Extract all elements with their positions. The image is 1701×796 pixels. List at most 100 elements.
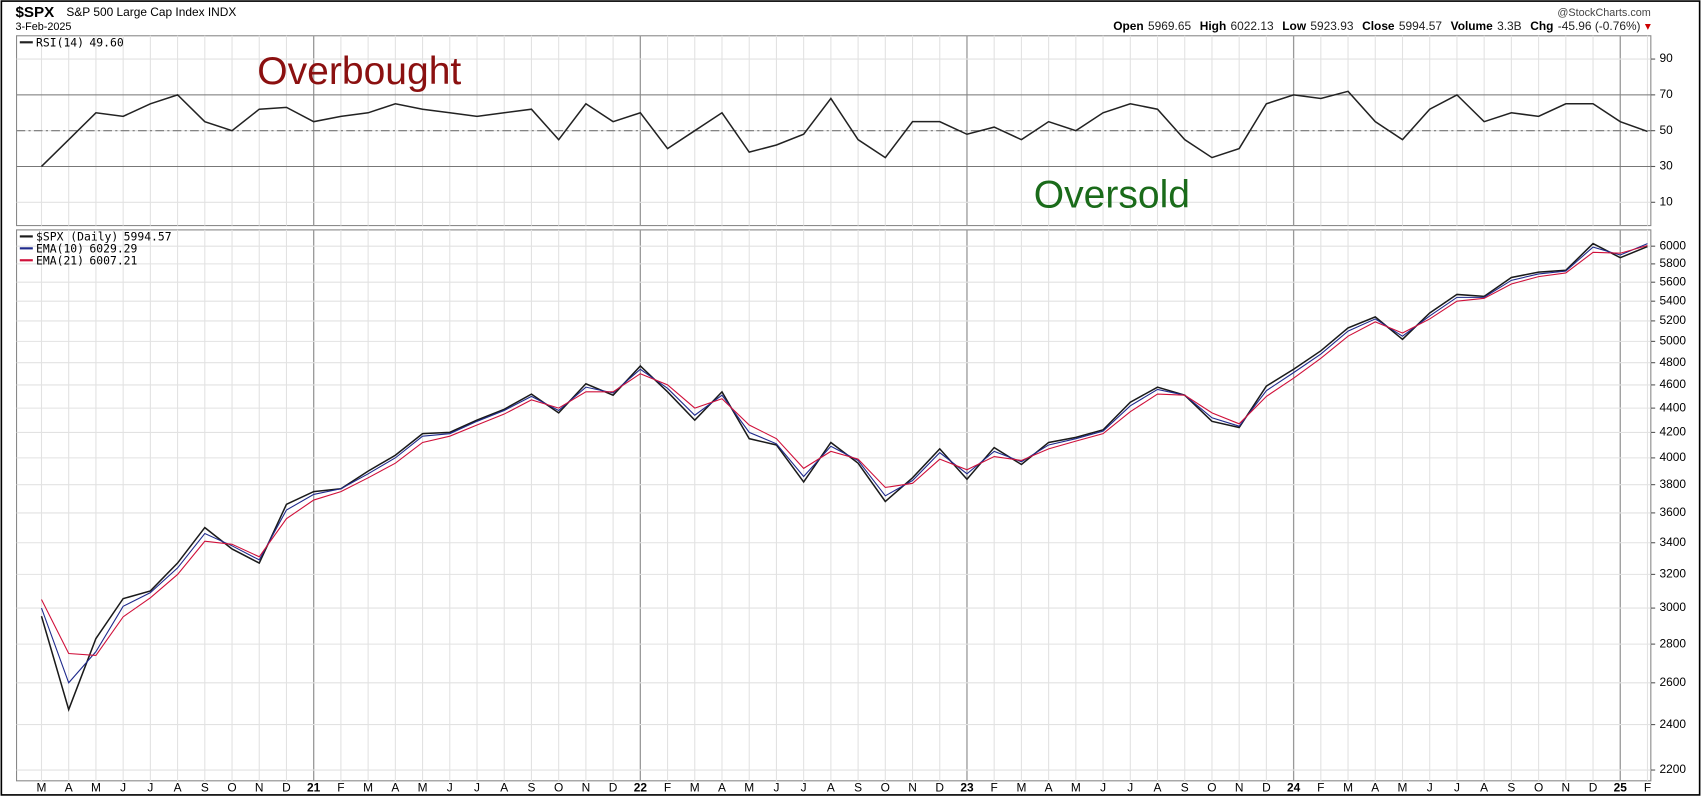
source: @StockCharts.com xyxy=(1557,7,1650,19)
legend-entry: EMA(21) 6007.21 xyxy=(36,253,137,267)
legend-name: RSI(14) xyxy=(36,35,84,49)
y-tick-label: 2200 xyxy=(1660,762,1687,776)
y-tick-label: 4800 xyxy=(1660,355,1687,369)
quote: Open 5969.65 High 6022.13 Low 5923.93 Close 599… xyxy=(1113,19,1651,33)
legend-name: EMA(10) xyxy=(36,241,84,255)
x-tick-label: M xyxy=(1398,781,1408,795)
x-tick-label: A xyxy=(391,781,399,795)
legend-entry: RSI(14) 49.60 xyxy=(36,35,124,49)
quote-value: 3.3B xyxy=(1497,19,1522,33)
x-tick-label: 21 xyxy=(307,781,321,795)
legend-value: 6007.21 xyxy=(89,253,137,267)
x-tick-label: F xyxy=(1317,781,1324,795)
x-tick-label: M xyxy=(91,781,101,795)
x-tick-label: J xyxy=(773,781,779,795)
x-tick-label: A xyxy=(1154,781,1162,795)
x-tick-label: J xyxy=(1454,781,1460,795)
x-tick-label: F xyxy=(991,781,998,795)
x-tick-label: M xyxy=(1071,781,1081,795)
x-tick-label: 24 xyxy=(1287,781,1301,795)
quote-value: 6022.13 xyxy=(1231,19,1274,33)
quote-value: 5923.93 xyxy=(1310,19,1353,33)
legend-value: 6029.29 xyxy=(89,241,137,255)
x-tick-label: F xyxy=(664,781,671,795)
x-tick-label: O xyxy=(554,781,563,795)
y-tick-label: 4400 xyxy=(1660,400,1687,414)
x-tick-label: D xyxy=(1262,781,1271,795)
y-tick-label: 3600 xyxy=(1660,505,1687,519)
x-tick-label: 23 xyxy=(960,781,974,795)
y-tick-label: 6000 xyxy=(1660,238,1687,252)
y-tick-label: 3800 xyxy=(1660,477,1687,491)
x-tick-label: S xyxy=(527,781,535,795)
panel xyxy=(16,229,1652,782)
x-tick-label: O xyxy=(227,781,236,795)
x-tick-label: J xyxy=(1100,781,1106,795)
annotation: Overbought xyxy=(257,50,461,93)
symbol: $SPX xyxy=(15,4,54,21)
series-line xyxy=(40,243,1648,684)
x-tick-label: M xyxy=(363,781,373,795)
series-line xyxy=(41,245,1648,657)
y-tick-label: 70 xyxy=(1660,87,1674,101)
x-tick-label: N xyxy=(908,781,917,795)
x-tick-label: O xyxy=(1207,781,1216,795)
legend-entry: $SPX (Daily) 5994.57 xyxy=(36,229,172,243)
x-tick-label: A xyxy=(1045,781,1053,795)
x-tick-label: D xyxy=(1589,781,1598,795)
quote-value: 5994.57 xyxy=(1399,19,1442,33)
x-tick-label: N xyxy=(582,781,591,795)
x-tick-label: J xyxy=(1127,781,1133,795)
x-tick-label: N xyxy=(1235,781,1244,795)
x-tick-label: J xyxy=(447,781,453,795)
x-tick-label: M xyxy=(690,781,700,795)
y-tick-label: 3400 xyxy=(1660,535,1687,549)
x-tick-label: A xyxy=(1371,781,1379,795)
series-line xyxy=(40,242,1648,712)
x-tick-label: A xyxy=(500,781,508,795)
x-tick-label: J xyxy=(147,781,153,795)
quote-label: Close xyxy=(1362,19,1395,33)
x-tick-label: S xyxy=(1507,781,1515,795)
legend-value: 49.60 xyxy=(89,35,123,49)
y-tick-label: 5600 xyxy=(1660,274,1687,288)
x-tick-label: S xyxy=(854,781,862,795)
x-tick-label: J xyxy=(1427,781,1433,795)
y-tick-label: 10 xyxy=(1660,194,1674,208)
legend-name: EMA(21) xyxy=(36,253,84,267)
x-tick-label: A xyxy=(65,781,73,795)
y-tick-label: 5000 xyxy=(1660,334,1687,348)
quote-label: High xyxy=(1200,19,1226,33)
quote-label: Open xyxy=(1113,19,1143,33)
x-tick-label: M xyxy=(1343,781,1353,795)
x-tick-label: M xyxy=(37,781,47,795)
y-tick-label: 3000 xyxy=(1660,600,1687,614)
x-tick-label: A xyxy=(718,781,726,795)
x-tick-label: J xyxy=(474,781,480,795)
y-tick-label: 5400 xyxy=(1660,293,1687,307)
x-tick-label: N xyxy=(1562,781,1571,795)
x-tick-label: F xyxy=(1644,781,1651,795)
y-tick-label: 3200 xyxy=(1660,567,1687,581)
series-line xyxy=(40,90,1648,168)
y-tick-label: 2600 xyxy=(1660,675,1687,689)
y-tick-label: 2800 xyxy=(1660,636,1687,650)
chg-arrow: ▾ xyxy=(1645,19,1651,33)
x-tick-label: A xyxy=(174,781,182,795)
index-name: S&P 500 Large Cap Index INDX xyxy=(66,5,236,19)
y-tick-label: 2400 xyxy=(1660,717,1687,731)
y-tick-label: 30 xyxy=(1660,159,1674,173)
x-tick-label: M xyxy=(418,781,428,795)
quote-label: Chg xyxy=(1530,19,1553,33)
y-tick-label: 50 xyxy=(1660,123,1674,137)
x-tick-label: A xyxy=(1480,781,1488,795)
x-tick-label: 22 xyxy=(634,781,648,795)
quote-value: -45.96 (-0.76%) xyxy=(1558,19,1641,33)
x-tick-label: S xyxy=(201,781,209,795)
plots: 10 30 50 70 90 RSI(14) 49.60 Overbought Oversold… xyxy=(16,35,1687,795)
y-tick-label: 4600 xyxy=(1660,377,1687,391)
annotation: Oversold xyxy=(1034,174,1190,217)
x-tick-label: N xyxy=(255,781,264,795)
y-tick-label: 4200 xyxy=(1660,425,1687,439)
